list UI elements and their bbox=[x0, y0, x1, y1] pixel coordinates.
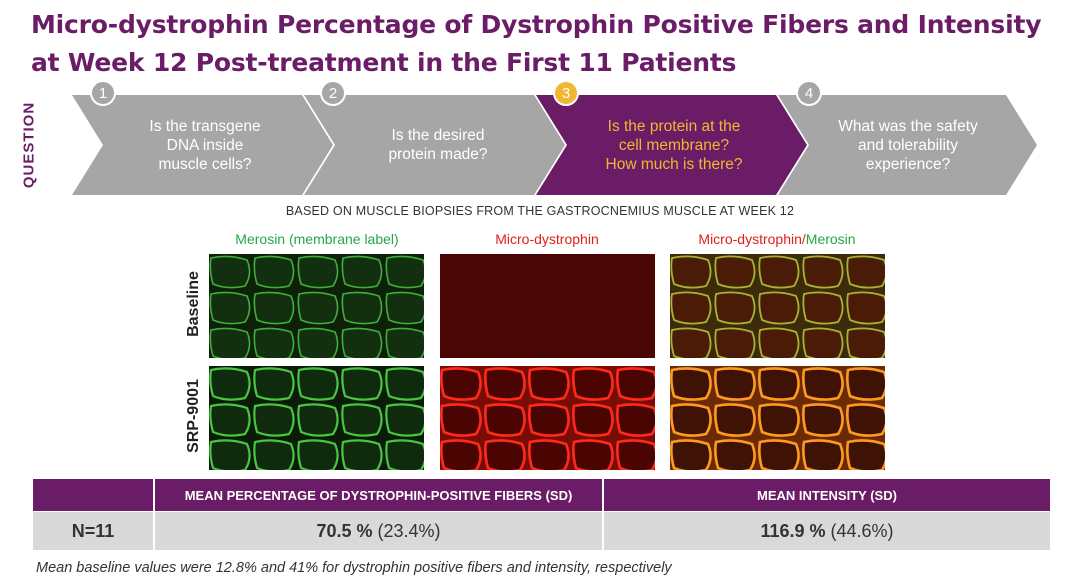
row-label-baseline-wrap: Baseline bbox=[174, 254, 214, 354]
column-label-merosin: Merosin (membrane label) bbox=[235, 231, 399, 247]
row-label-baseline: Baseline bbox=[185, 271, 202, 337]
intensity-sd: (44.6%) bbox=[825, 520, 894, 541]
merged-label-merosin: Merosin bbox=[805, 231, 856, 247]
footnote: Mean baseline values were 12.8% and 41% … bbox=[36, 560, 672, 576]
step-1-text: Is the transgene DNA inside muscle cells… bbox=[149, 117, 261, 173]
fibers-sd: (23.4%) bbox=[372, 520, 441, 541]
micrograph-baseline-micro-dystrophin bbox=[440, 254, 655, 358]
micrograph-baseline-merosin bbox=[209, 254, 424, 358]
slide-title: Micro-dystrophin Percentage of Dystrophi… bbox=[31, 10, 1042, 77]
row-label-treated: SRP-9001 bbox=[185, 379, 202, 453]
row-label-treated-wrap: SRP-9001 bbox=[174, 366, 214, 466]
step-1: Is the transgene DNA inside muscle cells… bbox=[105, 95, 305, 195]
fibers-value: 70.5 % bbox=[316, 520, 373, 541]
step-number-1: 1 bbox=[90, 80, 116, 106]
step-4: What was the safety and tolerability exp… bbox=[808, 95, 1008, 195]
micrograph-treated-merosin bbox=[209, 366, 424, 470]
micrograph-treated-merged bbox=[670, 366, 885, 470]
step-3-text: Is the protein at the cell membrane? How… bbox=[605, 117, 743, 173]
intensity-value: 116.9 % bbox=[760, 520, 826, 541]
table-cell-n: N=11 bbox=[33, 512, 153, 550]
table-header-fibers: MEAN PERCENTAGE OF DYSTROPHIN-POSITIVE F… bbox=[155, 479, 602, 511]
micrograph-baseline-merged bbox=[670, 254, 885, 358]
merged-label-separator: / bbox=[801, 231, 806, 247]
step-2: Is the desired protein made? bbox=[338, 95, 538, 195]
step-number-3: 3 bbox=[553, 80, 579, 106]
merged-label-micro: Micro-dystrophin bbox=[698, 231, 802, 247]
step-number-2: 2 bbox=[320, 80, 346, 106]
micrograph-treated-micro-dystrophin bbox=[440, 366, 655, 470]
chevron-step-2 bbox=[304, 95, 565, 195]
table-cell-fibers: 70.5 % (23.4%) bbox=[155, 512, 602, 550]
chevron-step-4 bbox=[778, 95, 1037, 195]
table-cell-intensity: 116.9 % (44.6%) bbox=[604, 512, 1050, 550]
step-4-text: What was the safety and tolerability exp… bbox=[838, 117, 978, 173]
chevron-step-1 bbox=[72, 95, 333, 195]
table-header-empty bbox=[33, 479, 153, 511]
step-2-text: Is the desired protein made? bbox=[388, 127, 488, 163]
chevron-step-3 bbox=[536, 95, 807, 195]
step-3: Is the protein at the cell membrane? How… bbox=[570, 95, 778, 195]
column-label-merged: Micro-dystrophin/Merosin bbox=[657, 231, 897, 247]
biopsy-subtitle: BASED ON MUSCLE BIOPSIES FROM THE GASTRO… bbox=[285, 204, 795, 218]
table-header-intensity: MEAN INTENSITY (SD) bbox=[604, 479, 1050, 511]
step-number-4: 4 bbox=[796, 80, 822, 106]
column-label-micro-dystrophin: Micro-dystrophin bbox=[495, 231, 599, 247]
